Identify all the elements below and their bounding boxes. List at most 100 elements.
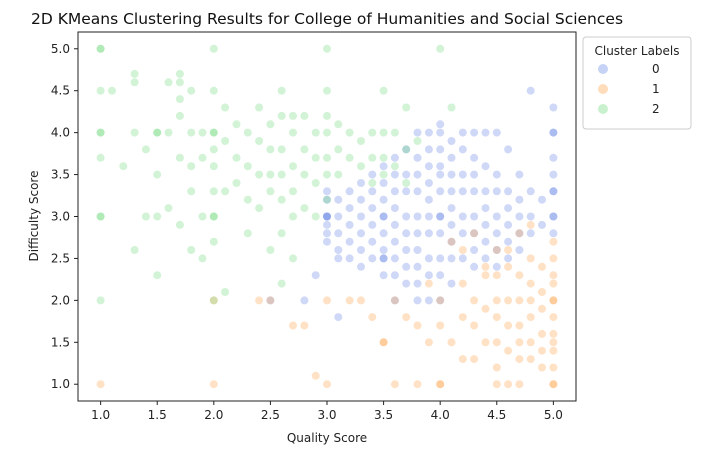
data-point-cluster-0 [515,229,524,238]
data-point-cluster-2 [323,111,331,120]
data-point-cluster-0 [413,246,422,254]
data-point-cluster-0 [481,204,490,213]
data-point-cluster-0 [538,220,546,229]
data-point-cluster-2 [164,204,173,213]
x-tick-label: 3.0 [317,408,336,422]
data-point-cluster-0 [458,145,467,154]
y-axis-label: Difficulty Score [27,171,41,262]
data-point-cluster-0 [402,187,411,196]
data-point-cluster-0 [515,212,524,221]
data-point-cluster-0 [436,120,445,129]
data-point-cluster-2 [402,103,411,112]
data-point-cluster-1 [526,254,535,263]
y-tick-label: 5.0 [51,42,70,56]
data-point-cluster-1 [481,262,490,271]
data-point-cluster-0 [368,187,377,196]
data-point-cluster-0 [390,237,399,246]
data-point-cluster-2 [187,187,196,196]
data-point-cluster-1 [481,338,490,347]
data-point-cluster-1 [526,296,535,305]
data-point-cluster-2 [141,145,150,154]
data-point-cluster-1 [492,338,501,347]
data-point-cluster-0 [323,212,331,221]
data-point-cluster-0 [357,229,365,238]
data-point-cluster-1 [526,313,535,322]
data-point-cluster-2 [187,246,196,254]
data-point-cluster-1 [390,380,399,389]
data-point-cluster-0 [323,195,331,204]
data-point-cluster-0 [481,254,490,263]
data-point-cluster-0 [390,187,399,196]
data-point-cluster-1 [526,355,535,364]
data-point-cluster-2 [209,187,218,196]
legend-marker-2 [598,104,608,114]
data-point-cluster-1 [447,338,456,347]
data-point-cluster-2 [209,128,218,137]
data-point-cluster-1 [515,296,524,305]
data-point-cluster-0 [379,195,388,204]
data-point-cluster-1 [538,304,546,313]
data-point-cluster-0 [492,128,501,137]
data-point-cluster-0 [504,220,513,229]
x-tick-label: 4.5 [487,408,506,422]
data-point-cluster-2 [164,78,173,87]
data-point-cluster-0 [504,145,513,154]
data-point-cluster-0 [368,204,377,213]
data-point-cluster-2 [209,212,218,221]
data-point-cluster-2 [198,212,207,221]
data-point-cluster-2 [323,44,331,53]
data-point-cluster-1 [549,237,558,246]
data-point-cluster-0 [357,246,365,254]
data-point-cluster-0 [323,212,331,221]
data-point-cluster-0 [549,153,558,162]
data-point-cluster-0 [436,128,445,137]
data-point-cluster-0 [470,229,479,238]
data-point-cluster-0 [504,237,513,246]
data-point-cluster-0 [458,254,467,263]
data-point-cluster-0 [345,254,354,263]
data-point-cluster-2 [402,145,411,154]
data-point-cluster-2 [323,195,331,204]
data-point-cluster-1 [390,296,399,305]
data-point-cluster-1 [402,313,411,322]
data-point-cluster-2 [209,212,218,221]
data-point-cluster-2 [255,103,264,112]
data-point-cluster-2 [209,44,218,53]
data-point-cluster-1 [538,363,546,372]
data-point-cluster-2 [175,69,184,78]
data-point-cluster-1 [436,296,445,305]
data-point-cluster-2 [175,153,184,162]
data-point-cluster-1 [481,304,490,313]
data-point-cluster-0 [470,153,479,162]
data-point-cluster-2 [311,153,320,162]
data-point-cluster-0 [390,220,399,229]
data-point-cluster-0 [447,187,456,196]
data-point-cluster-1 [447,237,456,246]
data-point-cluster-2 [221,187,230,196]
data-point-cluster-0 [481,162,490,171]
data-point-cluster-1 [549,254,558,263]
data-point-cluster-2 [187,162,196,171]
data-point-cluster-0 [447,137,456,145]
data-point-cluster-0 [526,187,535,196]
data-point-cluster-0 [323,237,331,246]
data-point-cluster-0 [345,204,354,213]
data-point-cluster-0 [402,170,411,179]
data-point-cluster-1 [470,321,479,330]
data-point-cluster-0 [436,229,445,238]
data-point-cluster-1 [515,321,524,330]
data-point-cluster-1 [549,380,558,389]
data-point-cluster-1 [492,313,501,322]
data-point-cluster-0 [447,279,456,288]
data-point-cluster-0 [402,212,411,221]
data-point-cluster-0 [504,254,513,263]
data-point-cluster-1 [549,363,558,372]
data-point-cluster-1 [504,346,513,355]
data-point-cluster-0 [436,271,445,280]
data-point-cluster-1 [515,380,524,389]
legend-marker-1 [598,84,608,94]
data-point-cluster-0 [323,187,331,196]
data-point-cluster-0 [334,246,343,254]
data-point-cluster-0 [470,187,479,196]
data-point-cluster-2 [266,246,275,254]
